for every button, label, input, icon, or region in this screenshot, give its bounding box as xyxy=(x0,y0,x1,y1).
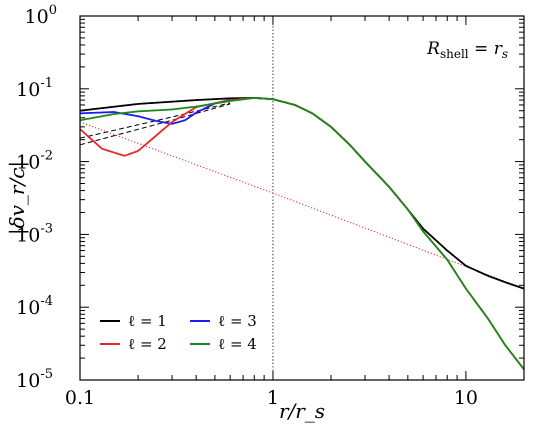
y-tick-base: 10 xyxy=(16,152,40,174)
annotation-sub: shell xyxy=(440,47,469,61)
annotation-lhs: R xyxy=(426,39,440,59)
legend-label-1: ℓ = 1 xyxy=(128,312,167,330)
y-tick-base: 10 xyxy=(16,224,40,246)
y-tick-exp: -2 xyxy=(40,149,53,164)
y-tick-exp: -3 xyxy=(40,221,53,236)
y-tick-exp: -5 xyxy=(40,367,53,382)
y-tick-base: 10 xyxy=(16,370,40,392)
y-tick-label-4: 10-4 xyxy=(16,294,53,319)
y-tick-label-5: 10-5 xyxy=(16,367,53,392)
y-tick-base: 10 xyxy=(25,6,49,28)
x-axis-title: r/r_s xyxy=(279,399,325,423)
x-tick-label-2: 10 xyxy=(454,387,478,409)
y-tick-base: 10 xyxy=(16,297,40,319)
series-guide-6 xyxy=(80,121,524,290)
annotation: Rshell = rs xyxy=(426,39,508,61)
y-tick-exp: -4 xyxy=(40,294,53,309)
y-tick-exp: 0 xyxy=(49,3,57,18)
legend-label-4: ℓ = 4 xyxy=(218,335,257,353)
y-tick-label-2: 10-2 xyxy=(16,149,53,174)
y-tick-label-3: 10-3 xyxy=(16,221,53,246)
y-tick-base: 10 xyxy=(16,79,40,101)
x-tick-label-1: 1 xyxy=(267,387,279,409)
legend-label-3: ℓ = 3 xyxy=(218,312,257,330)
annotation-rhs-sub: s xyxy=(502,47,508,61)
plot-frame xyxy=(79,15,525,381)
series-line-1 xyxy=(80,97,524,290)
y-tick-label-1: 10-1 xyxy=(16,76,53,101)
y-axis-title-main: |δv_r/c| xyxy=(5,161,30,235)
y-tick-exp: -1 xyxy=(40,76,53,91)
ticks xyxy=(79,16,525,381)
x-tick-label-0: 0.1 xyxy=(65,387,95,409)
y-tick-label-0: 100 xyxy=(25,3,57,28)
series-line-4 xyxy=(80,97,524,370)
x-axis-title-main: r/r_s xyxy=(279,399,325,423)
legend-label-2: ℓ = 2 xyxy=(128,335,167,353)
curves xyxy=(80,16,524,380)
series-guide-4 xyxy=(80,103,231,146)
y-axis-title: |δv_r/c| xyxy=(5,161,30,235)
legend: ℓ = 1 ℓ = 2 ℓ = 3 ℓ = 4 xyxy=(100,312,257,353)
annotation-rhs: = r xyxy=(469,39,503,59)
